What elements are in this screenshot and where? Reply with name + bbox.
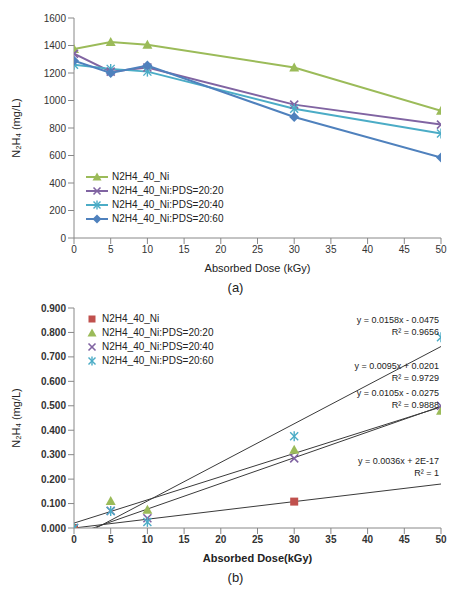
- html-text:N2H4_40_Ni:PDS=20:60: N2H4_40_Ni:PDS=20:60: [112, 213, 224, 224]
- svg-text:400: 400: [49, 178, 66, 189]
- svg-text:0.900: 0.900: [41, 303, 66, 314]
- svg-text:Absorbed Dose (kGy): Absorbed Dose (kGy): [205, 262, 311, 274]
- html-text:N2H4_40_Ni:PDS=20:20: N2H4_40_Ni:PDS=20:20: [112, 185, 224, 196]
- svg-text:20: 20: [215, 534, 227, 545]
- svg-text:0.700: 0.700: [41, 351, 66, 362]
- svg-text:y = 0.0036x + 2E-17R² = 1: y = 0.0036x + 2E-17R² = 1: [358, 456, 439, 478]
- svg-text:0.800: 0.800: [41, 327, 66, 338]
- svg-text:0.400: 0.400: [41, 425, 66, 436]
- svg-text:15: 15: [179, 534, 191, 545]
- svg-text:N₂H₄ (mg/L): N₂H₄ (mg/L): [10, 98, 22, 158]
- svg-text:10: 10: [142, 244, 154, 255]
- html-text:(a): (a): [227, 280, 244, 295]
- svg-text:0.300: 0.300: [41, 449, 66, 460]
- svg-text:20: 20: [215, 244, 227, 255]
- svg-text:1000: 1000: [44, 95, 67, 106]
- svg-text:N₂H₄ (mg/L): N₂H₄ (mg/L): [10, 388, 22, 448]
- svg-text:35: 35: [325, 534, 337, 545]
- svg-text:30: 30: [289, 244, 301, 255]
- svg-text:45: 45: [399, 244, 411, 255]
- svg-text:0.600: 0.600: [41, 376, 66, 387]
- svg-text:10: 10: [142, 534, 154, 545]
- svg-text:30: 30: [289, 534, 301, 545]
- svg-text:1400: 1400: [44, 40, 67, 51]
- svg-text:0: 0: [71, 534, 77, 545]
- html-text:N2H4_40_Ni: N2H4_40_Ni: [112, 171, 170, 182]
- svg-text:15: 15: [179, 244, 191, 255]
- svg-text:35: 35: [325, 244, 337, 255]
- svg-text:1200: 1200: [44, 68, 67, 79]
- svg-text:0: 0: [71, 244, 77, 255]
- html-text:N2H4_40_Ni:PDS=20:40: N2H4_40_Ni:PDS=20:40: [112, 199, 224, 210]
- svg-text:Absorbed Dose(kGy): Absorbed Dose(kGy): [203, 552, 313, 564]
- svg-text:1600: 1600: [44, 13, 67, 24]
- svg-text:200: 200: [49, 205, 66, 216]
- svg-text:40: 40: [362, 244, 374, 255]
- svg-text:y = 0.0095x + 0.0201R² = 0.972: y = 0.0095x + 0.0201R² = 0.9729: [354, 361, 439, 383]
- svg-text:y = 0.0158x - 0.0475R² = 0.965: y = 0.0158x - 0.0475R² = 0.9656: [357, 315, 439, 337]
- svg-text:0.500: 0.500: [41, 400, 66, 411]
- html-text:(b): (b): [227, 570, 244, 585]
- svg-text:25: 25: [252, 244, 264, 255]
- svg-text:600: 600: [49, 150, 66, 161]
- svg-text:0: 0: [60, 233, 66, 244]
- svg-text:0.000: 0.000: [41, 523, 66, 534]
- svg-text:50: 50: [435, 244, 447, 255]
- html-text:N2H4_40_Ni:PDS=20:40: N2H4_40_Ni:PDS=20:40: [102, 341, 214, 352]
- svg-text:5: 5: [108, 244, 114, 255]
- html-text:N2H4_40_Ni:PDS=20:60: N2H4_40_Ni:PDS=20:60: [102, 355, 214, 366]
- svg-text:0.200: 0.200: [41, 474, 66, 485]
- svg-text:45: 45: [399, 534, 411, 545]
- svg-text:40: 40: [362, 534, 374, 545]
- svg-text:0.100: 0.100: [41, 498, 66, 509]
- svg-text:25: 25: [252, 534, 264, 545]
- html-text:N2H4_40_Ni:PDS=20:20: N2H4_40_Ni:PDS=20:20: [102, 327, 214, 338]
- svg-text:800: 800: [49, 123, 66, 134]
- svg-text:y = 0.0105x - 0.0275R² = 0.988: y = 0.0105x - 0.0275R² = 0.9888: [357, 388, 439, 410]
- html-text:N2H4_40_Ni: N2H4_40_Ni: [102, 313, 160, 324]
- svg-text:5: 5: [108, 534, 114, 545]
- svg-text:50: 50: [435, 534, 447, 545]
